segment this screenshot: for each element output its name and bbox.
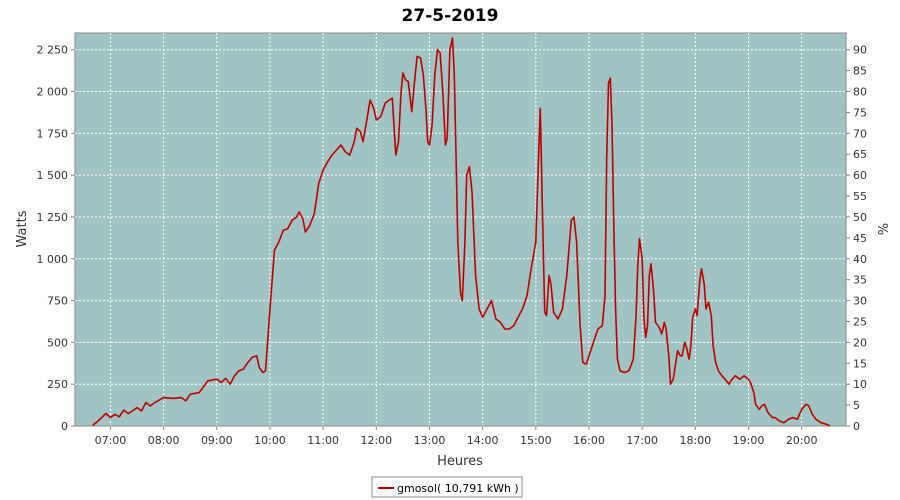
y2-tick-label: 45	[853, 232, 867, 245]
y2-tick-label: 40	[853, 253, 867, 266]
x-tick-label: 20:00	[786, 434, 818, 447]
y2-tick-label: 60	[853, 169, 867, 182]
x-tick-label: 12:00	[360, 434, 392, 447]
x-axis-ticks: 07:00 08:00 09:00 10:00 11:00 12:00 13:00 14:00…	[95, 426, 818, 447]
x-tick-label: 13:00	[414, 434, 446, 447]
y2-tick-label: 0	[853, 420, 860, 433]
y2-tick-label: 25	[853, 315, 867, 328]
y2-tick-label: 50	[853, 211, 867, 224]
y-axis-title: Watts	[15, 210, 30, 247]
x-tick-label: 08:00	[148, 434, 180, 447]
y-tick-label: 250	[47, 378, 68, 391]
plot-area	[74, 32, 847, 427]
x-tick-label: 17:00	[626, 434, 658, 447]
series-layer	[92, 37, 831, 427]
y2-tick-label: 75	[853, 106, 867, 119]
y-axis-ticks: 0 250 500 750 1 000 1 250 1 500 1 750 2 000 2 250	[37, 44, 75, 433]
x-tick-label: 10:00	[254, 434, 286, 447]
y2-tick-label: 5	[853, 399, 860, 412]
y-tick-label: 2 000	[37, 86, 69, 99]
y-tick-label: 1 500	[37, 169, 69, 182]
y2-tick-label: 65	[853, 148, 867, 161]
x-tick-label: 07:00	[95, 434, 127, 447]
y2-tick-label: 10	[853, 378, 867, 391]
y2-tick-label: 55	[853, 190, 867, 203]
y-tick-label: 1 750	[37, 127, 69, 140]
y-tick-label: 500	[47, 336, 68, 349]
legend-box	[371, 476, 523, 498]
grid	[75, 33, 846, 426]
x-tick-label: 09:00	[201, 434, 233, 447]
y2-axis-title: %	[874, 223, 889, 235]
y-tick-label: 750	[47, 295, 68, 308]
y-tick-label: 2 250	[37, 44, 69, 57]
y2-tick-label: 30	[853, 295, 867, 308]
y2-tick-label: 20	[853, 336, 867, 349]
legend: gmosol( 10,791 kWh )	[371, 476, 523, 498]
x-tick-label: 18:00	[679, 434, 711, 447]
y-tick-label: 1 250	[37, 211, 69, 224]
x-tick-label: 19:00	[733, 434, 765, 447]
y2-tick-label: 85	[853, 65, 867, 78]
legend-label: gmosol( 10,791 kWh )	[397, 482, 519, 495]
x-tick-label: 15:00	[520, 434, 552, 447]
x-axis-title: Heures	[437, 454, 483, 469]
y2-tick-label: 90	[853, 44, 867, 57]
x-tick-label: 16:00	[573, 434, 605, 447]
y2-tick-label: 70	[853, 127, 867, 140]
y-tick-label: 0	[61, 420, 68, 433]
y2-tick-label: 80	[853, 86, 867, 99]
series-line	[92, 37, 831, 427]
x-tick-label: 11:00	[307, 434, 339, 447]
chart-title: 27-5-2019	[402, 6, 499, 26]
y2-tick-label: 15	[853, 357, 867, 370]
y2-tick-label: 35	[853, 274, 867, 287]
x-tick-label: 14:00	[467, 434, 499, 447]
y2-axis-ticks: 0 5 10 15 20 25 30 35 40 45 50 55 60 65 70 75 80 85 90	[846, 44, 867, 433]
y-tick-label: 1 000	[37, 253, 69, 266]
